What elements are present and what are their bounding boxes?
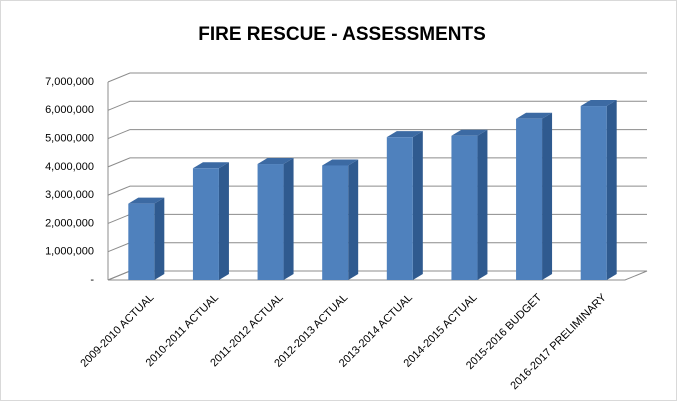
chart-title: FIRE RESCUE - ASSESSMENTS (198, 24, 486, 45)
y-tick-label: 7,000,000 (45, 76, 94, 88)
grid-line (107, 72, 647, 83)
y-tick-label: 4,000,000 (45, 161, 94, 173)
bar-top (451, 129, 488, 136)
y-tick-label: 2,000,000 (45, 217, 94, 229)
y-tick-label: - (90, 274, 94, 286)
grid-line (107, 100, 647, 111)
bar-side (218, 162, 229, 280)
bar-top (386, 131, 423, 138)
bar-side (348, 159, 359, 280)
bar (128, 203, 155, 280)
bar (516, 118, 543, 281)
bar-top (580, 100, 617, 107)
bar-side (154, 197, 165, 280)
grid-line (107, 129, 647, 140)
bar-top (257, 158, 294, 165)
bar (257, 164, 284, 280)
y-tick-label: 3,000,000 (45, 189, 94, 201)
y-tick-label: 5,000,000 (45, 132, 94, 144)
bar (386, 137, 413, 280)
bar-side (283, 158, 294, 280)
bar (192, 168, 219, 280)
bar-top (322, 159, 359, 166)
bar-side (412, 131, 423, 280)
bar (451, 135, 478, 280)
y-tick-label: 6,000,000 (45, 104, 94, 116)
bar-top (516, 112, 553, 119)
y-tick-label: 1,000,000 (45, 246, 94, 258)
bar-side (477, 129, 488, 280)
bar-side (606, 100, 617, 281)
bar-side (542, 112, 553, 281)
bar-top (128, 197, 165, 204)
bar-top (192, 162, 229, 169)
bar (580, 106, 607, 281)
bar (322, 165, 349, 280)
